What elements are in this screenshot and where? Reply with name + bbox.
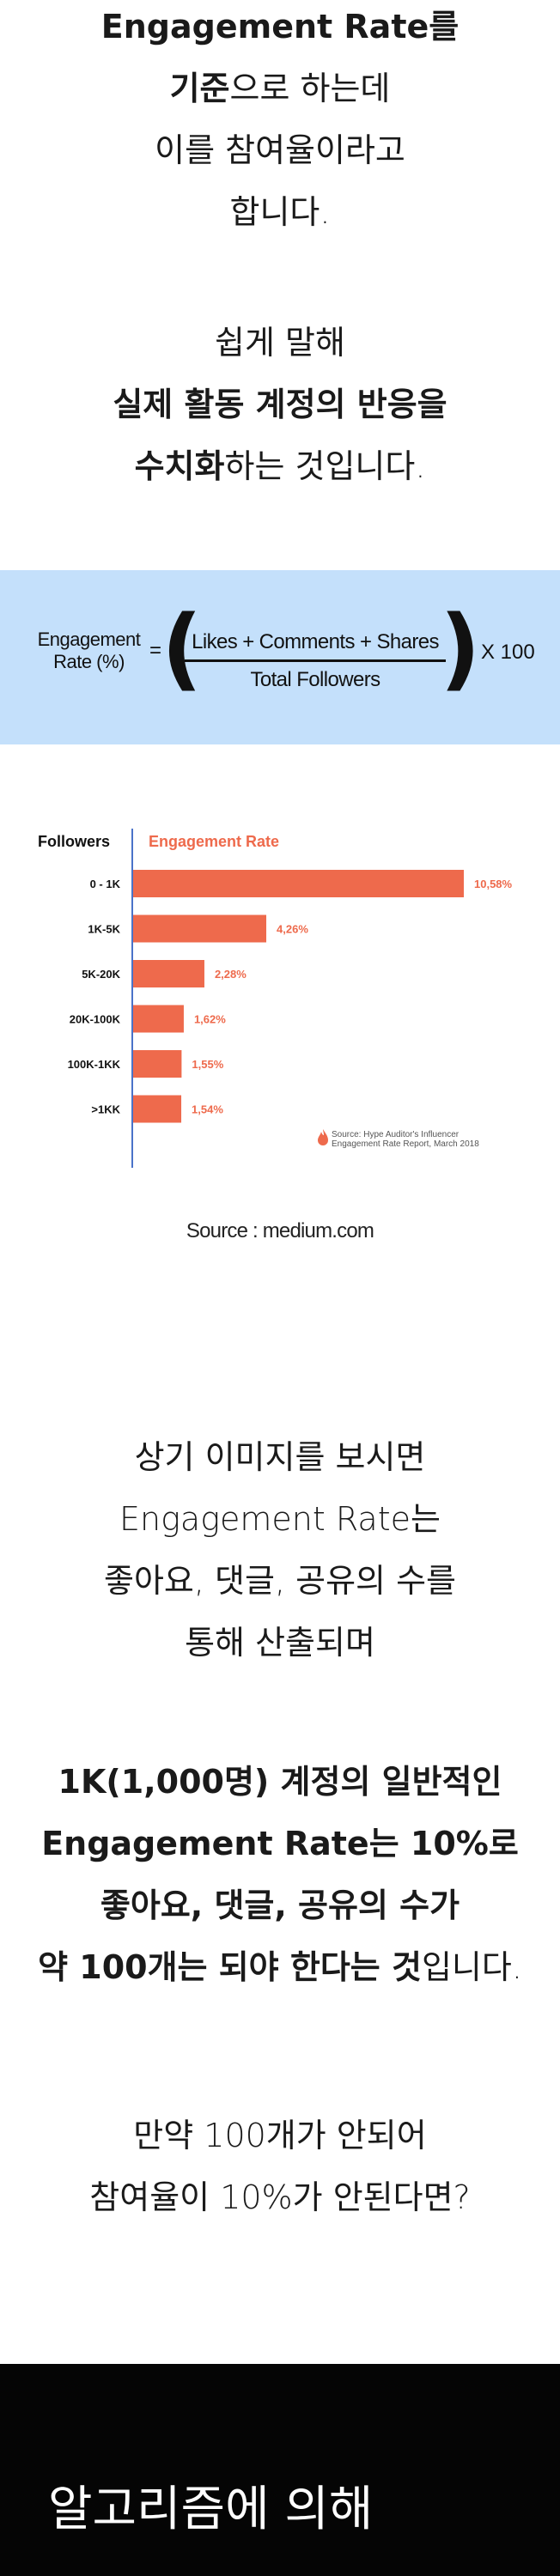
formula-close-paren: )	[440, 596, 481, 701]
chart-value-label: 1,54%	[192, 1103, 223, 1116]
chart-category-label: >1KK	[91, 1103, 120, 1116]
chart-value-label: 4,26%	[277, 923, 308, 936]
chart-bar	[133, 870, 464, 897]
chart-value-label: 10,58%	[474, 878, 513, 890]
formula-numerator: Likes + Comments + Shares	[192, 630, 439, 653]
formula-lhs-line1: Engagement	[37, 629, 141, 650]
intro-line-1: Engagement Rate를	[0, 5, 560, 48]
image-caption: Source : medium.com	[186, 1219, 374, 1242]
formula-equals: =	[149, 639, 162, 662]
chart-bar	[133, 1095, 182, 1123]
formula-band: Engagement Rate (%) = ( Likes + Comments…	[0, 570, 560, 744]
chart-bar	[133, 1050, 182, 1078]
chart-value-label: 1,62%	[194, 1013, 226, 1026]
chart-source-line1: Source: Hype Auditor's Influencer	[332, 1130, 460, 1139]
intro-line-7-rest: 하는 것입니다.	[224, 447, 426, 485]
intro-line-4: 합니다.	[229, 193, 331, 231]
chart-category-label: 100K-1KK	[68, 1058, 121, 1071]
chart-engagement-header: Engagement Rate	[149, 833, 280, 850]
body-p3-line1: 만약 100개가 안되어	[133, 2117, 427, 2154]
chart-plot: 0 - 1K 10,58% 1K-5K 4,26% 5K-20K 2,28% 20K-100…	[68, 870, 513, 1123]
body-p3-line2: 참여율이 10%가 안된다면?	[89, 2178, 471, 2216]
body-p2-line4: 약 100개는 되야 한다는 것입니다.	[0, 1946, 560, 1989]
body-p2-line4-rest: 입니다.	[421, 1948, 522, 1986]
chart-bar	[133, 1005, 184, 1033]
intro-line-7-bold: 수치화	[134, 447, 225, 485]
chart-category-label: 5K-20K	[82, 968, 120, 981]
chart-source-note: Source: Hype Auditor's Influencer Engage…	[332, 1130, 520, 1149]
formula-lhs-line2: Rate (%)	[53, 651, 125, 672]
intro-line-7: 수치화하는 것입니다.	[0, 445, 560, 488]
formula-lhs: Engagement Rate (%)	[31, 629, 147, 673]
body-p1-line1: 상기 이미지를 보시면	[134, 1438, 426, 1476]
chart-bar	[133, 914, 267, 943]
chart-bar	[133, 960, 204, 987]
intro-line-2-rest: 으로 하는데	[229, 70, 391, 107]
chart-source-line2: Engagement Rate Report, March 2018	[332, 1139, 479, 1149]
footer-band: 알고리즘에 의해	[0, 2364, 560, 2576]
body-p1-line2: Engagement Rate는	[119, 1500, 441, 1538]
intro-line-1-rest: 를	[429, 8, 460, 46]
body-p2-line3: 좋아요, 댓글, 공유의 수가	[100, 1886, 460, 1924]
chart-followers-header: Followers	[38, 833, 111, 850]
intro-line-5: 쉽게 말해	[215, 324, 345, 361]
intro-line-3: 이를 참여율이라고	[155, 131, 405, 169]
formula-fraction-bar	[185, 659, 446, 662]
intro-line-2: 기준으로 하는데	[0, 67, 560, 110]
body-p1-line3: 좋아요, 댓글, 공유의 수를	[104, 1562, 456, 1600]
engagement-chart: Followers Engagement Rate 0 - 1K 10,58% 1K…	[0, 811, 560, 1206]
footer-heading: 알고리즘에 의해	[48, 2482, 374, 2537]
chart-category-label: 1K-5K	[88, 923, 120, 936]
chart-value-label: 2,28%	[215, 968, 247, 981]
intro-line-6: 실제 활동 계정의 반응을	[113, 386, 447, 423]
formula-multiplier: X 100	[481, 641, 535, 664]
formula-open-paren: (	[161, 596, 203, 701]
body-p2-line4-bold: 약 100개는 되야 한다는 것	[38, 1948, 422, 1986]
body-p1-line4: 통해 산출되며	[185, 1624, 375, 1662]
formula-denominator: Total Followers	[250, 668, 380, 691]
body-p2-line1: 1K(1,000명) 계정의 일반적인	[58, 1763, 502, 1801]
chart-category-label: 20K-100K	[70, 1013, 121, 1026]
body-p2-line2: Engagement Rate는 10%로	[41, 1825, 519, 1862]
chart-axis-line	[131, 829, 133, 1168]
chart-category-label: 0 - 1K	[90, 878, 121, 890]
intro-line-2-bold: 기준	[169, 70, 230, 107]
chart-value-label: 1,55%	[192, 1058, 223, 1071]
hypeauditor-flame-icon	[318, 1129, 328, 1145]
intro-line-1-bold: Engagement Rate	[100, 8, 429, 46]
